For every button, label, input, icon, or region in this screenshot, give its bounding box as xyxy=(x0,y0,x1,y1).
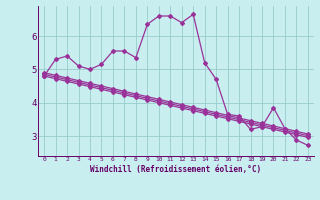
X-axis label: Windchill (Refroidissement éolien,°C): Windchill (Refroidissement éolien,°C) xyxy=(91,165,261,174)
